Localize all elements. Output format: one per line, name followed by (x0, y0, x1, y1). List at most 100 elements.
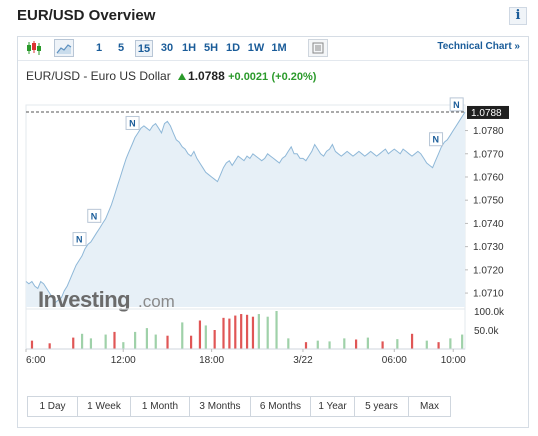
investing-logo-suffix: .com (138, 292, 175, 311)
news-marker: N (449, 97, 464, 112)
volume-bar (181, 322, 184, 349)
timeframe-5[interactable]: 5 (117, 42, 125, 54)
timeframe-30[interactable]: 30 (160, 42, 174, 54)
volume-bar (189, 335, 193, 349)
last-price: 1.0788 (188, 69, 225, 83)
volume-bar (240, 314, 243, 349)
volume-bar (198, 320, 202, 349)
volume-bar (134, 331, 137, 349)
x-tick-label: 6:00 (26, 355, 46, 366)
range-6-months[interactable]: 6 Months (251, 397, 311, 416)
volume-bar (234, 315, 237, 349)
chart-toolbar: 1 5 15 30 1H 5H 1D 1W 1M Technical Chart… (18, 37, 528, 61)
x-tick-label: 10:00 (441, 355, 466, 366)
x-tick-label: 12:00 (111, 355, 136, 366)
volume-bar (410, 333, 414, 349)
volume-bar (48, 343, 51, 349)
volume-bar (449, 338, 452, 349)
news-marker-box (72, 232, 87, 247)
price-change: +0.0021 (228, 71, 269, 83)
price-chart: 1.0780 1.0770 1.0760 1.0750 1.0740 1.0730 1.07… (25, 97, 509, 366)
timeframe-1m[interactable]: 1M (271, 42, 287, 54)
range-5-years[interactable]: 5 years (355, 397, 409, 416)
volume-tick-label: 100.0k (474, 307, 505, 318)
price-tick-label: 1.0730 (473, 242, 504, 253)
volume-bar (461, 334, 464, 349)
range-1-month[interactable]: 1 Month (131, 397, 190, 416)
x-tick-label: 06:00 (382, 355, 407, 366)
volume-bar (287, 338, 290, 349)
volume-bar (113, 331, 116, 349)
volume-bar (104, 334, 107, 349)
news-marker: N (125, 115, 140, 130)
x-tick-label: 18:00 (199, 355, 224, 366)
price-tick-label: 1.0780 (473, 126, 504, 137)
volume-bar (316, 340, 319, 349)
quote-line: EUR/USD - Euro US Dollar 1.0788 +0.0021 … (26, 69, 316, 83)
volume-bar (166, 335, 169, 349)
volume-bar (204, 325, 207, 349)
overview-header: EUR/USD Overview i (17, 6, 527, 28)
news-marker: N (429, 132, 444, 147)
news-marker-label: N (76, 235, 83, 245)
volume-bar (343, 338, 346, 349)
timeframe-1d[interactable]: 1D (225, 42, 241, 54)
price-tick-label: 1.0720 (473, 265, 504, 276)
volume-bar (366, 337, 369, 349)
news-marker-label: N (453, 100, 460, 110)
timeframe-15[interactable]: 15 (135, 40, 153, 57)
timeframe-1h[interactable]: 1H (181, 42, 197, 54)
volume-bar (396, 339, 399, 349)
news-marker-box (125, 115, 140, 130)
price-tick-label: 1.0710 (473, 289, 504, 300)
area-chart-icon[interactable] (54, 39, 74, 57)
volume-bar (89, 338, 93, 349)
settings-panel-icon[interactable] (308, 39, 328, 57)
chart-widget: 1 5 15 30 1H 5H 1D 1W 1M Technical Chart… (17, 36, 529, 428)
news-marker-label: N (129, 118, 136, 128)
volume-bar (257, 314, 260, 349)
news-marker: N (87, 208, 102, 223)
instrument-name: EUR/USD - Euro US Dollar (26, 69, 171, 83)
timeframe-5h[interactable]: 5H (203, 42, 219, 54)
volume-bar (425, 340, 428, 349)
news-marker-box (449, 97, 464, 112)
volume-bar (437, 342, 440, 349)
range-1-year[interactable]: 1 Year (311, 397, 355, 416)
news-marker: N (72, 232, 87, 247)
news-marker-label: N (91, 211, 98, 221)
news-marker-label: N (433, 135, 440, 145)
volume-bar (245, 314, 249, 349)
arrow-up-icon (178, 73, 187, 80)
range-selector: 1 Day 1 Week 1 Month 3 Months 6 Months 1… (27, 396, 451, 417)
range-1-day[interactable]: 1 Day (28, 397, 78, 416)
price-change-pct: (+0.20%) (271, 71, 317, 83)
volume-bar (354, 339, 358, 349)
volume-bar (30, 340, 34, 349)
technical-chart-link[interactable]: Technical Chart » (437, 41, 520, 52)
price-tick-label: 1.0750 (473, 196, 504, 207)
range-max[interactable]: Max (409, 397, 450, 416)
info-icon[interactable]: i (509, 7, 527, 25)
volume-bar (80, 333, 84, 349)
range-1-week[interactable]: 1 Week (78, 397, 131, 416)
price-area (26, 112, 465, 307)
price-tick-label: 1.0740 (473, 219, 504, 230)
volume-bar (145, 328, 148, 349)
x-tick-label: 3/22 (293, 355, 313, 366)
volume-bar (213, 330, 216, 349)
page-title: EUR/USD Overview (17, 7, 156, 24)
volume-bar (251, 316, 255, 349)
volume-bar (328, 341, 331, 349)
volume-bar (154, 334, 157, 349)
price-tick-label: 1.0770 (473, 149, 504, 160)
candlestick-icon[interactable] (24, 39, 44, 57)
volume-bar (266, 316, 269, 349)
volume-bar (228, 318, 231, 349)
timeframe-1[interactable]: 1 (95, 42, 103, 54)
last-price-tag-label: 1.0788 (471, 108, 502, 119)
timeframe-1w[interactable]: 1W (247, 42, 265, 54)
range-3-months[interactable]: 3 Months (190, 397, 251, 416)
volume-bar (72, 337, 75, 349)
price-tick-label: 1.0760 (473, 172, 504, 183)
